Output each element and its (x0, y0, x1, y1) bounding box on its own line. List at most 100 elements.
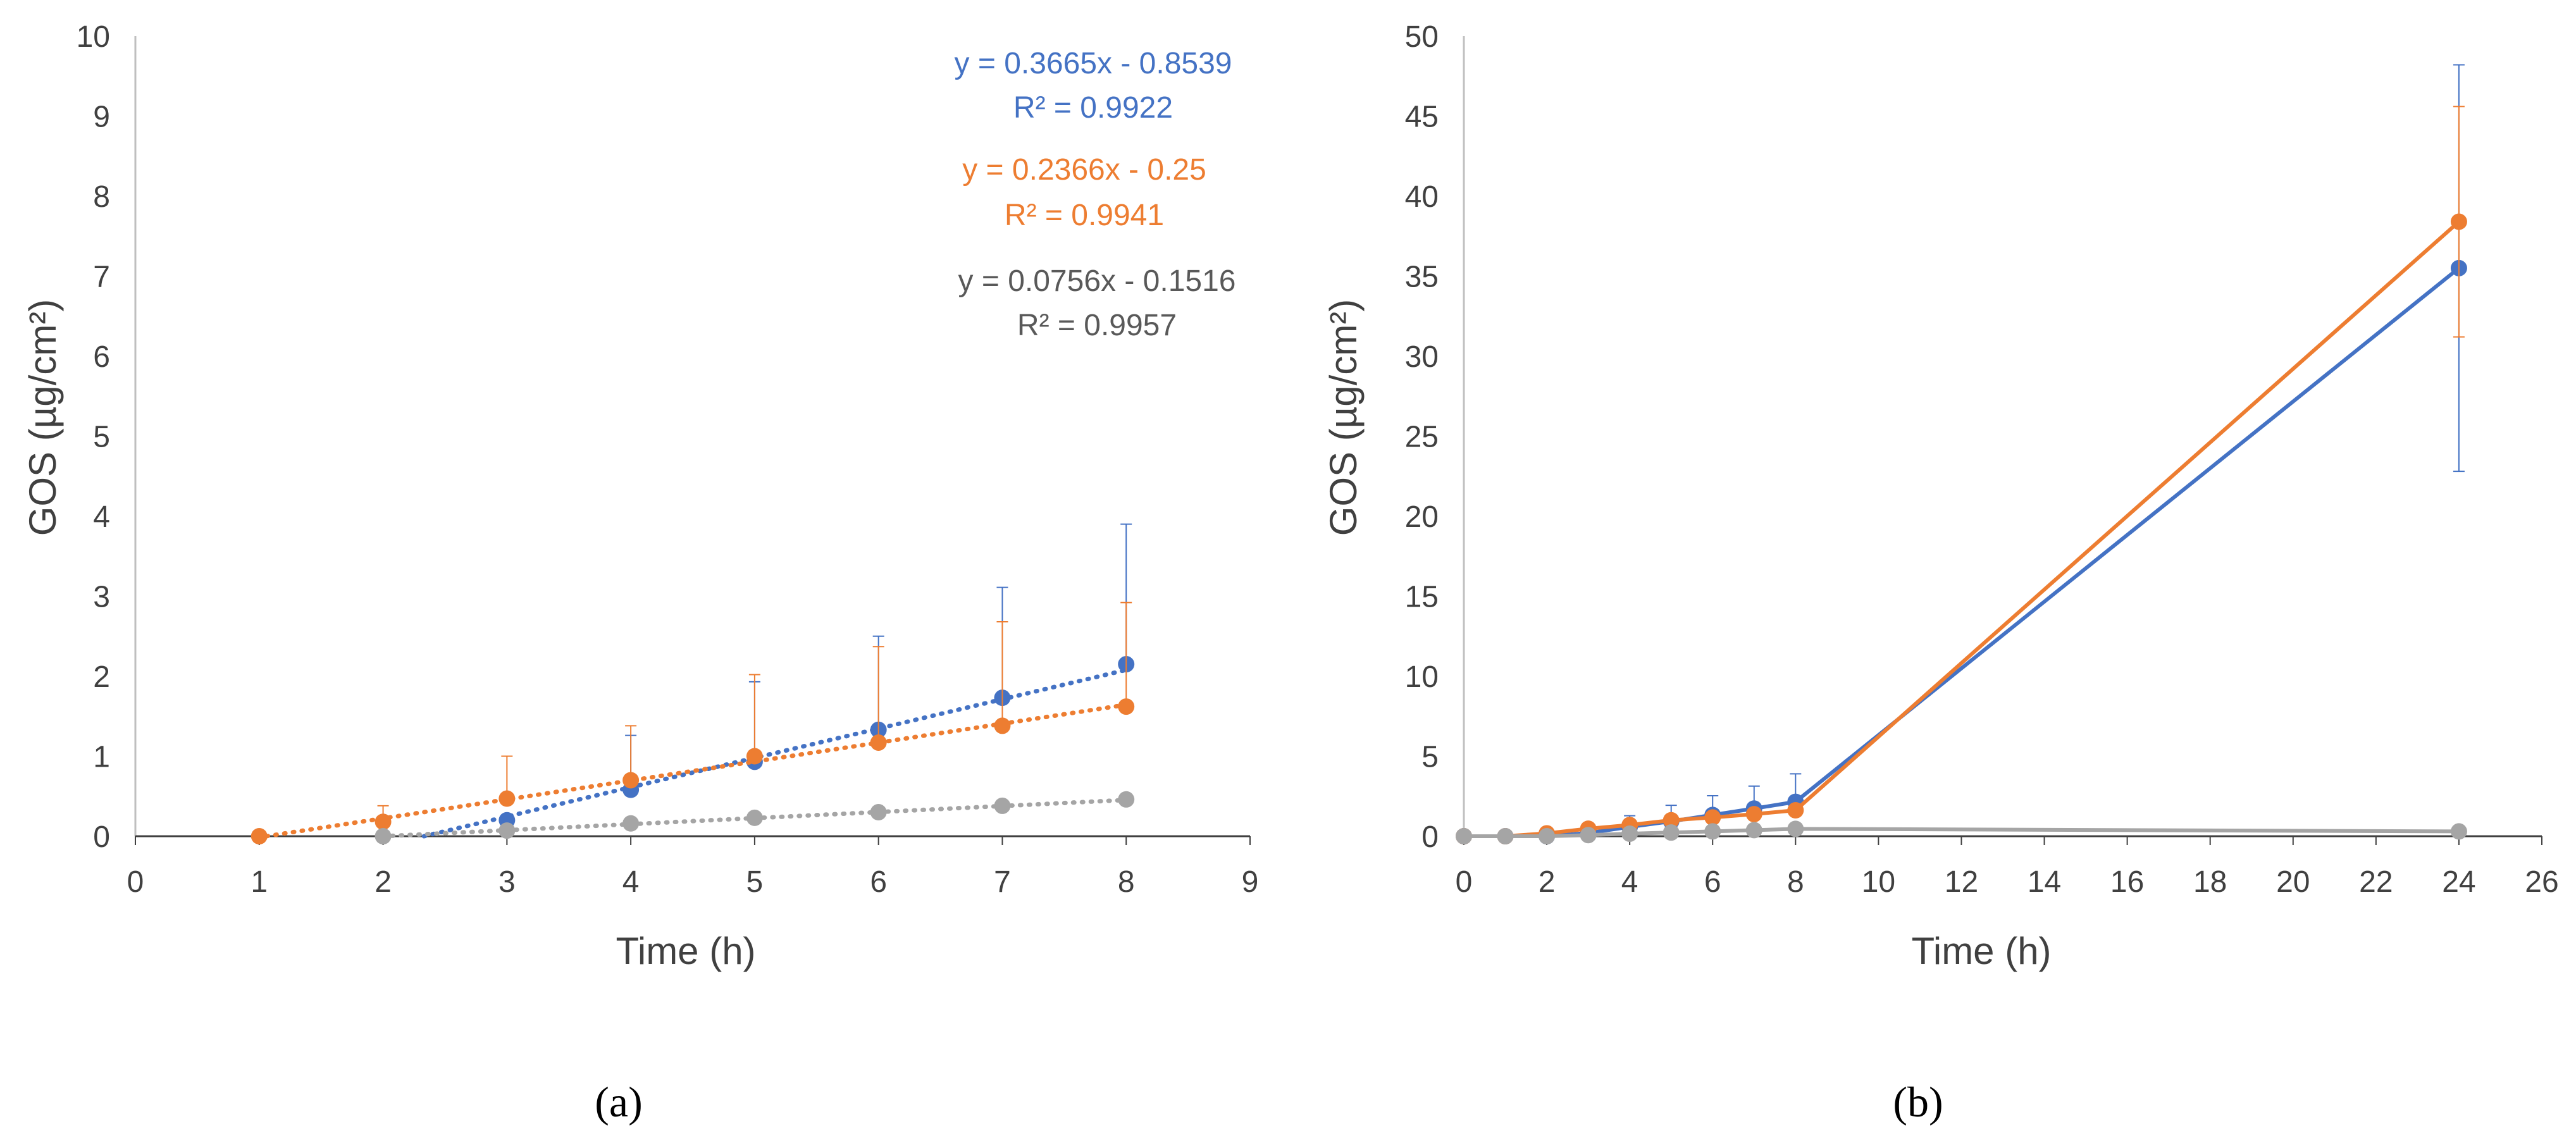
x-tick-label: 6 (1704, 865, 1721, 899)
data-point-gray (375, 828, 392, 844)
trendline-equation-orange: y = 0.2366x - 0.25 (962, 153, 1206, 187)
x-tick-label: 4 (1621, 865, 1638, 899)
y-tick-label: 20 (1405, 500, 1439, 534)
data-point-orange (1663, 812, 1680, 829)
series-line-gray (1464, 827, 2459, 838)
panel-a-label: (a) (595, 1078, 642, 1126)
data-point-gray (1580, 827, 1597, 844)
panel-b-axes (1463, 36, 2542, 845)
x-tick-label: 24 (2442, 865, 2475, 899)
panel-b-chart: GOS (µg/cm²) Time (h) (b) 0 2 4 6 8 10 12 14 16 1… (1322, 20, 2559, 1126)
y-tick-label: 25 (1405, 421, 1439, 454)
y-tick-label: 40 (1405, 180, 1439, 214)
y-tick-label: 30 (1405, 340, 1439, 374)
panel-a-y-axis-title: GOS (µg/cm²) (22, 299, 64, 536)
data-point-orange (1118, 698, 1135, 715)
panel-a-tick-labels: 0 1 2 3 4 5 6 7 8 9 0 1 2 3 4 5 6 7 8 9 10 (77, 20, 1259, 899)
panel-b-y-axis-title: GOS (µg/cm²) (1322, 299, 1365, 536)
x-tick-label: 8 (1118, 865, 1135, 899)
data-point-gray (870, 804, 887, 821)
y-tick-label: 8 (93, 180, 110, 214)
y-tick-label: 4 (93, 500, 110, 534)
data-point-orange (622, 772, 640, 789)
x-tick-label: 4 (622, 865, 640, 899)
data-point-gray (1787, 820, 1804, 837)
y-tick-label: 6 (93, 340, 110, 374)
panel-b-marks (1456, 64, 2467, 844)
series-line-orange (1464, 220, 2460, 838)
data-point-orange (498, 790, 516, 807)
data-point-orange (870, 734, 887, 751)
data-point-orange (251, 828, 268, 844)
x-tick-label: 20 (2276, 865, 2310, 899)
y-tick-label: 45 (1405, 101, 1439, 134)
x-tick-label: 0 (1456, 865, 1473, 899)
data-point-gray (1621, 825, 1638, 842)
trendline-equation-gray: y = 0.0756x - 0.1516 (958, 264, 1236, 298)
y-tick-label: 35 (1405, 261, 1439, 294)
x-tick-label: 22 (2359, 865, 2393, 899)
data-point-gray (1704, 823, 1721, 840)
x-tick-label: 10 (1862, 865, 1895, 899)
y-tick-label: 10 (77, 20, 110, 54)
y-tick-label: 2 (93, 660, 110, 694)
x-tick-label: 26 (2525, 865, 2558, 899)
x-tick-label: 1 (251, 865, 268, 899)
panel-a-marks (251, 523, 1135, 844)
data-point-gray (498, 822, 516, 839)
y-tick-label: 7 (93, 261, 110, 294)
panel-a-chart: GOS (µg/cm²) Time (h) (a) 0 1 2 3 4 5 6 7 8 9 0 1 2 3… (22, 20, 1258, 1126)
data-point-gray (1456, 828, 1472, 844)
data-point-gray (622, 815, 640, 832)
trendline-blue (421, 667, 1129, 839)
data-point-gray (994, 797, 1011, 814)
trendline-orange (264, 702, 1129, 839)
y-tick-label: 9 (93, 101, 110, 134)
trendline-r2-gray: R² = 0.9957 (1017, 309, 1177, 342)
panel-b-label: (b) (1893, 1078, 1943, 1126)
y-tick-label: 50 (1405, 20, 1439, 54)
panel-a-trendline-equations: y = 0.3665x - 0.8539 R² = 0.9922 y = 0.2… (955, 47, 1236, 342)
x-tick-label: 14 (2028, 865, 2061, 899)
trendline-r2-blue: R² = 0.9922 (1013, 91, 1173, 125)
y-tick-label: 15 (1405, 581, 1439, 614)
x-tick-label: 12 (1945, 865, 1978, 899)
x-tick-label: 0 (127, 865, 144, 899)
data-point-orange (2450, 213, 2467, 230)
x-tick-label: 16 (2110, 865, 2144, 899)
y-tick-label: 5 (93, 421, 110, 454)
data-point-orange (1787, 802, 1804, 819)
data-point-gray (1745, 822, 1762, 839)
trendline-r2-orange: R² = 0.9941 (1005, 199, 1164, 232)
x-tick-label: 7 (994, 865, 1011, 899)
x-tick-label: 18 (2193, 865, 2227, 899)
data-point-gray (1118, 791, 1135, 808)
y-tick-label: 0 (93, 820, 110, 854)
trendline-equation-blue: y = 0.3665x - 0.8539 (955, 47, 1232, 80)
panel-a-x-axis-title: Time (h) (616, 930, 755, 972)
data-point-orange (746, 748, 763, 765)
x-tick-label: 6 (870, 865, 887, 899)
x-tick-label: 8 (1787, 865, 1804, 899)
y-tick-label: 0 (1421, 820, 1439, 854)
data-point-orange (375, 813, 392, 831)
data-point-gray (746, 809, 763, 826)
data-point-orange (1745, 806, 1762, 823)
data-point-orange (1704, 809, 1721, 826)
y-tick-label: 10 (1405, 660, 1439, 694)
data-point-orange (994, 717, 1011, 734)
x-tick-label: 2 (1539, 865, 1556, 899)
panel-b-tick-labels: 0 2 4 6 8 10 12 14 16 18 20 22 24 2605101520253035404… (1405, 20, 2559, 899)
y-tick-label: 3 (93, 581, 110, 614)
y-tick-label: 1 (93, 741, 110, 774)
data-point-gray (1539, 828, 1556, 844)
x-tick-label: 2 (375, 865, 392, 899)
x-tick-label: 5 (746, 865, 764, 899)
x-tick-label: 3 (498, 865, 516, 899)
panel-b-x-axis-title: Time (h) (1911, 930, 2051, 972)
x-tick-label: 9 (1242, 865, 1259, 899)
data-point-gray (1663, 824, 1680, 841)
y-tick-label: 5 (1421, 741, 1439, 774)
data-point-gray (2450, 823, 2467, 840)
